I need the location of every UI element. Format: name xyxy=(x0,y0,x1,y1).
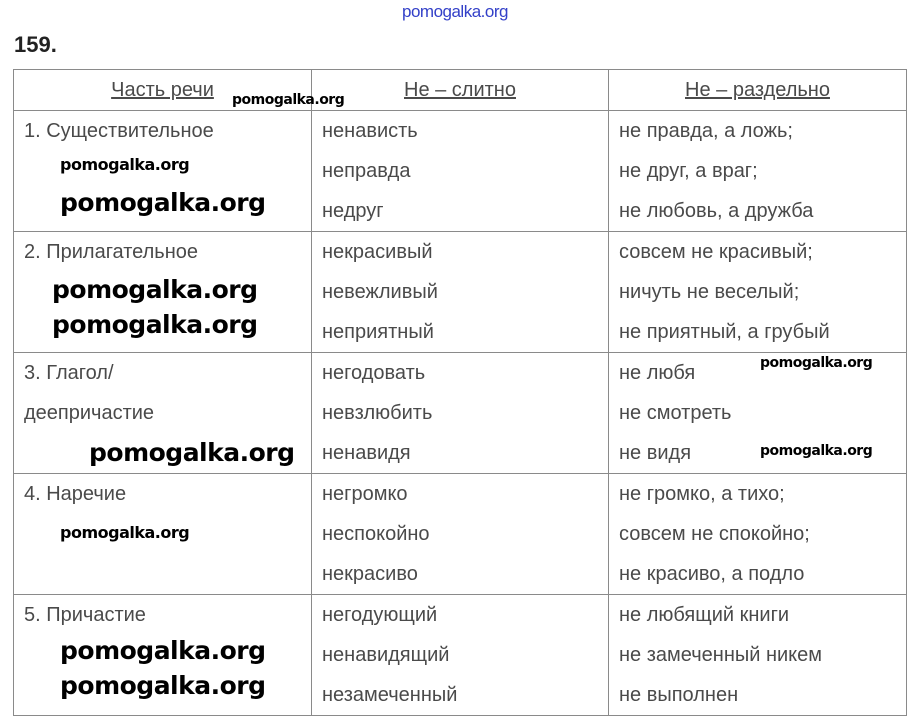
header-separate: Не – раздельно xyxy=(608,69,907,111)
watermark: pomogalka.org xyxy=(60,523,190,542)
cell-line: недруг xyxy=(322,200,384,222)
cell-line: неправда xyxy=(322,160,411,182)
table-row: 1. Существительное ненависть неправда недру… xyxy=(13,110,907,232)
cell-line: совсем не спокойно; xyxy=(619,523,810,545)
cell-line: невзлюбить xyxy=(322,402,433,424)
watermark: pomogalka.org xyxy=(52,275,258,304)
table-row: 2. Прилагательное некрасивый невежливый неп… xyxy=(13,231,907,353)
watermark: pomogalka.org xyxy=(60,155,190,174)
cell-line: не видя xyxy=(619,442,692,464)
watermark: pomogalka.org xyxy=(52,310,258,339)
cell-line: не выполнен xyxy=(619,684,739,706)
table-row: 3. Глагол/деепричастие негодовать невзлюби… xyxy=(13,352,907,474)
cell-line: не громко, а тихо; xyxy=(619,483,785,505)
cell-line: незамеченный xyxy=(322,684,458,706)
cell-line: не любящий книги xyxy=(619,604,790,626)
header-together: Не – слитно xyxy=(311,69,609,111)
watermark: pomogalka.org xyxy=(60,188,266,217)
watermark-top[interactable]: pomogalka.org xyxy=(402,2,508,21)
separate-cell: совсем не красивый; ничуть не веселый; не … xyxy=(608,231,907,353)
cell-line: не правда, а ложь; xyxy=(619,120,793,142)
table-row: 4. Наречие негромко неспокойно некрасиво не … xyxy=(13,473,907,595)
exercise-number: 159. xyxy=(14,32,57,57)
watermark: pomogalka.org xyxy=(232,92,345,108)
cell-line: не любовь, а дружба xyxy=(619,200,814,222)
separate-cell: не громко, а тихо; совсем не спокойно; не … xyxy=(608,473,907,595)
watermark: pomogalka.org xyxy=(89,438,295,467)
part-of-speech-cell: 1. Существительное xyxy=(13,110,312,232)
part-of-speech-cell: 4. Наречие xyxy=(13,473,312,595)
cell-line: деепричастие xyxy=(24,402,155,424)
cell-line: 2. Прилагательное xyxy=(24,241,199,263)
cell-line: ненавидя xyxy=(322,442,411,464)
separate-cell: не правда, а ложь; не друг, а враг; не люб… xyxy=(608,110,907,232)
part-of-speech-cell: 3. Глагол/деепричастие xyxy=(13,352,312,474)
cell-line: ничуть не веселый; xyxy=(619,281,800,303)
cell-line: не приятный, а грубый xyxy=(619,321,830,343)
cell-line: не замеченный никем xyxy=(619,644,823,666)
cell-line: 4. Наречие xyxy=(24,483,127,505)
separate-cell: не любящий книги не замеченный никем не вы… xyxy=(608,594,907,716)
cell-line: ненавидящий xyxy=(322,644,450,666)
cell-line: ненависть xyxy=(322,120,418,142)
together-cell: негодующий ненавидящий незамеченный xyxy=(311,594,609,716)
together-cell: ненависть неправда недруг xyxy=(311,110,609,232)
header-part-of-speech: Часть речи xyxy=(13,69,312,111)
separate-cell: не любя не смотреть не видя xyxy=(608,352,907,474)
watermark: pomogalka.org xyxy=(760,443,873,459)
together-cell: негодовать невзлюбить ненавидя xyxy=(311,352,609,474)
part-of-speech-cell: 5. Причастие xyxy=(13,594,312,716)
cell-line: некрасиво xyxy=(322,563,418,585)
cell-line: негодовать xyxy=(322,362,426,384)
cell-line: 3. Глагол/ xyxy=(24,362,114,384)
cell-line: 5. Причастие xyxy=(24,604,146,626)
watermark: pomogalka.org xyxy=(760,355,873,371)
parts-of-speech-table: Часть речи Не – слитно Не – раздельно 1.… xyxy=(13,69,907,716)
cell-line: не красиво, а подло xyxy=(619,563,805,585)
cell-line: неприятный xyxy=(322,321,434,343)
watermark: pomogalka.org xyxy=(60,636,266,665)
cell-line: негодующий xyxy=(322,604,438,626)
together-cell: некрасивый невежливый неприятный xyxy=(311,231,609,353)
cell-line: невежливый xyxy=(322,281,438,303)
part-of-speech-cell: 2. Прилагательное xyxy=(13,231,312,353)
cell-line: не любя xyxy=(619,362,696,384)
cell-line: некрасивый xyxy=(322,241,433,263)
cell-line: не друг, а враг; xyxy=(619,160,758,182)
cell-line: совсем не красивый; xyxy=(619,241,813,263)
together-cell: негромко неспокойно некрасиво xyxy=(311,473,609,595)
cell-line: не смотреть xyxy=(619,402,732,424)
cell-line: 1. Существительное xyxy=(24,120,214,142)
table-row: 5. Причастие негодующий ненавидящий незамеч… xyxy=(13,594,907,716)
cell-line: неспокойно xyxy=(322,523,430,545)
cell-line: негромко xyxy=(322,483,408,505)
watermark: pomogalka.org xyxy=(60,671,266,700)
